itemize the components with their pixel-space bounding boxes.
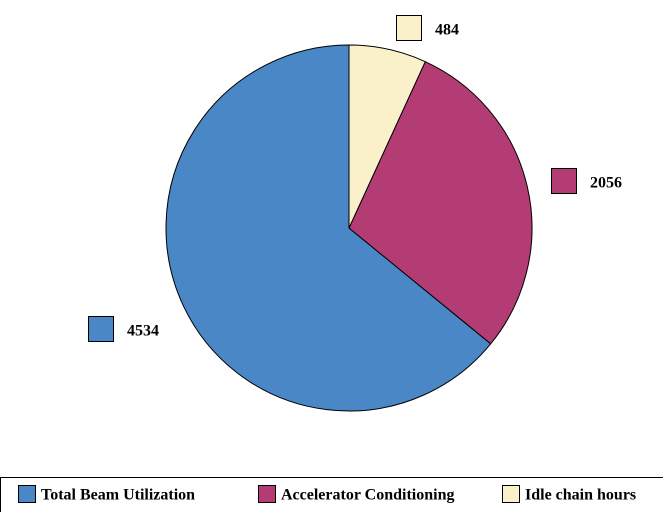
label-swatch — [88, 316, 114, 342]
pie-slice — [348, 60, 533, 345]
pie-slice — [348, 44, 426, 229]
legend-swatch — [258, 485, 276, 503]
label-swatch — [551, 168, 577, 194]
legend-label: Accelerator Conditioning — [281, 487, 454, 504]
pie-slice — [165, 44, 492, 412]
legend-label: Idle chain hours — [525, 487, 636, 504]
legend-frame — [0, 477, 663, 512]
legend-label: Total Beam Utilization — [41, 487, 195, 504]
legend-swatch — [18, 485, 36, 503]
value-label: 2056 — [590, 175, 622, 192]
legend-swatch — [502, 485, 520, 503]
label-swatch — [396, 15, 422, 41]
value-label: 484 — [435, 22, 459, 39]
value-label: 4534 — [127, 323, 159, 340]
